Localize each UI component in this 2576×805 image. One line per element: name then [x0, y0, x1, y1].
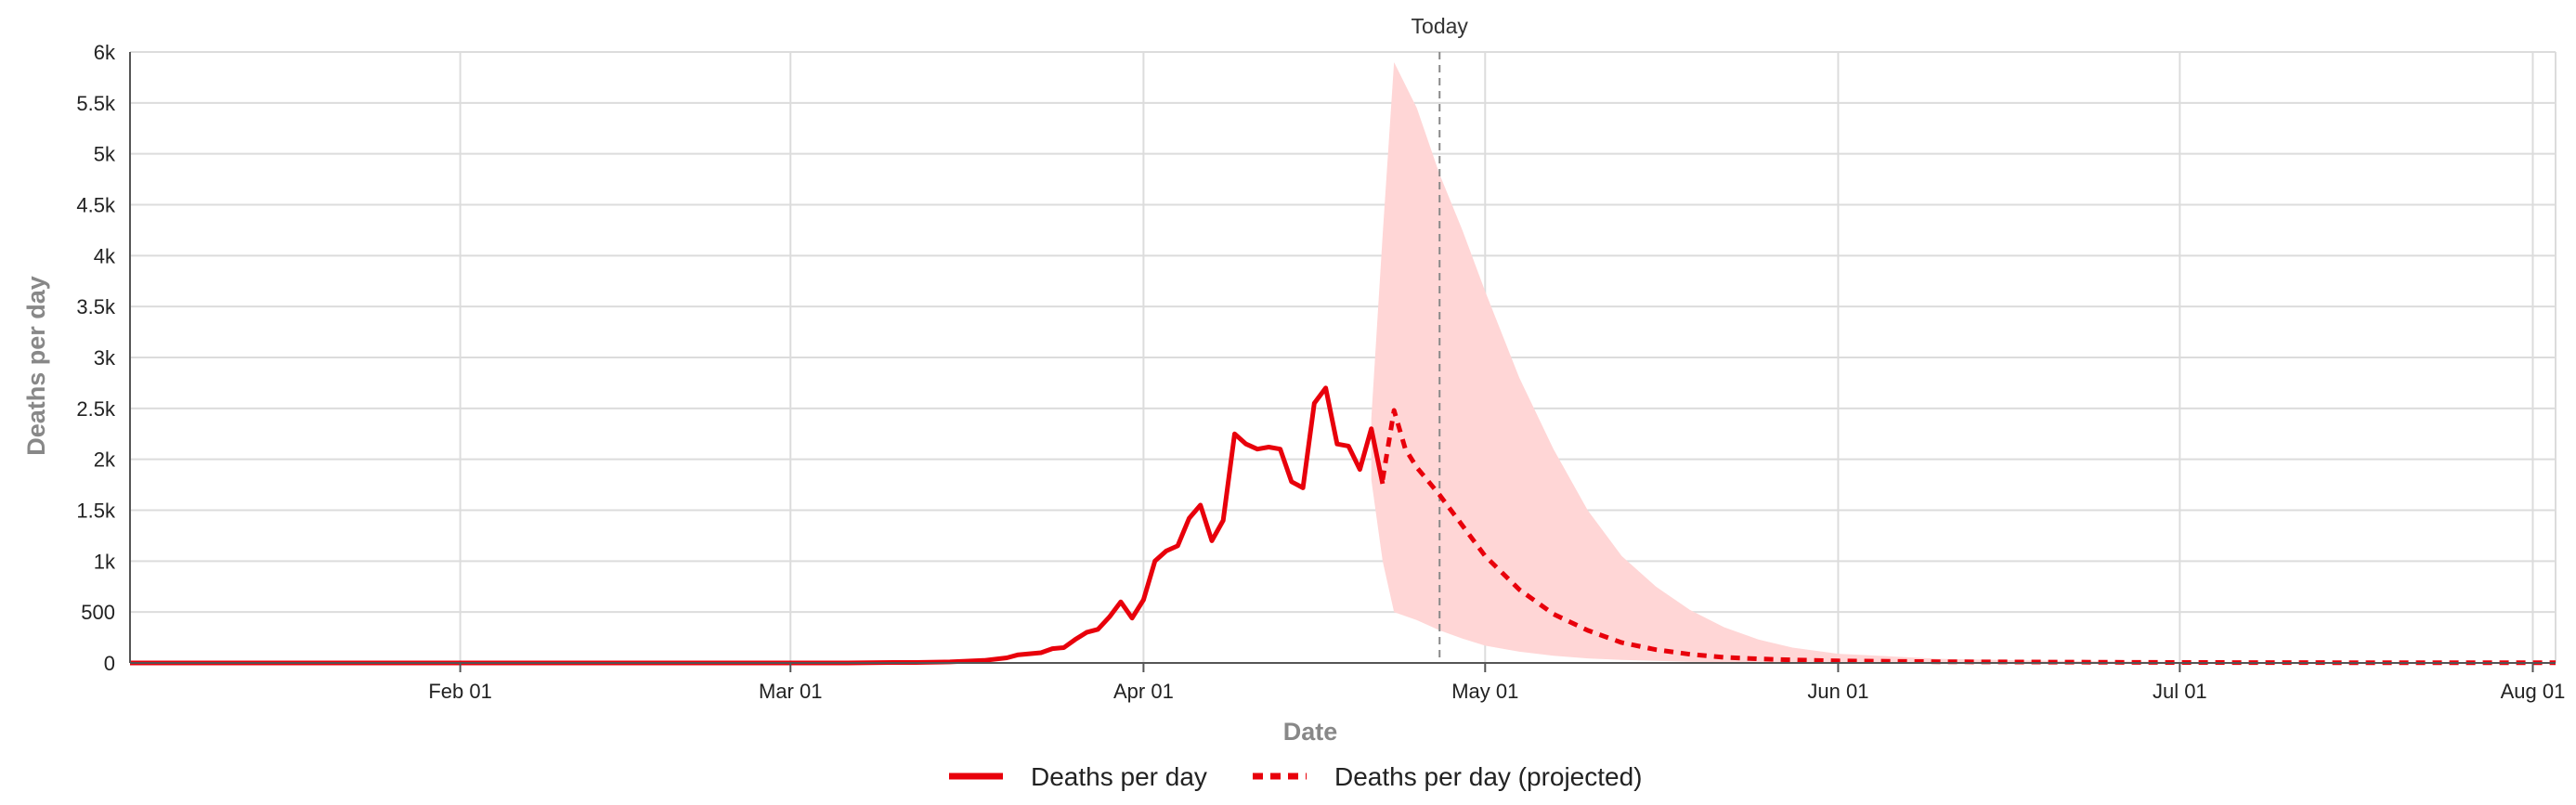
- tick-labels: 0 500 1k 1.5k 2k 2.5k 3k 3.5k 4k 4.5k 5k 5.5k 6k Feb …: [76, 41, 2565, 703]
- legend-label-deaths-projected: Deaths per day (projected): [1334, 762, 1643, 791]
- y-tick-label: 2k: [94, 448, 116, 472]
- y-tick-label: 5k: [94, 143, 116, 166]
- x-tick-label: Feb 01: [428, 680, 492, 703]
- today-label: Today: [1412, 14, 1469, 38]
- y-tick-label: 5.5k: [76, 92, 116, 115]
- x-tick-label: Mar 01: [759, 680, 822, 703]
- y-tick-label: 6k: [94, 41, 116, 64]
- y-tick-label: 4.5k: [76, 194, 116, 217]
- axes: [129, 52, 2556, 672]
- grid-lines: [130, 51, 2556, 663]
- legend-label-deaths: Deaths per day: [1031, 762, 1207, 791]
- x-tick-label: Aug 01: [2501, 680, 2566, 703]
- y-tick-label: 1k: [94, 550, 116, 573]
- x-tick-label: Jul 01: [2153, 680, 2207, 703]
- legend: Deaths per day Deaths per day (projected…: [949, 762, 1643, 791]
- y-tick-label: 4k: [94, 244, 116, 267]
- x-tick-label: Jun 01: [1807, 680, 1868, 703]
- y-tick-label: 500: [81, 601, 115, 624]
- uncertainty-band-area: [1371, 62, 2556, 663]
- uncertainty-band: [1371, 62, 2556, 663]
- y-tick-label: 0: [104, 652, 115, 675]
- y-tick-label: 2.5k: [76, 397, 116, 421]
- series-line-deaths: [130, 385, 1386, 666]
- series-line-deaths-projected: [1380, 408, 2556, 666]
- y-axis-title: Deaths per day: [22, 276, 50, 456]
- y-tick-label: 3.5k: [76, 295, 116, 318]
- y-tick-label: 3k: [94, 346, 116, 370]
- x-axis-title: Date: [1283, 718, 1338, 746]
- x-tick-label: May 01: [1451, 680, 1518, 703]
- today-marker: Today: [1412, 14, 1469, 663]
- y-tick-label: 1.5k: [76, 500, 116, 523]
- series-lines: [130, 385, 2556, 666]
- x-tick-label: Apr 01: [1113, 680, 1174, 703]
